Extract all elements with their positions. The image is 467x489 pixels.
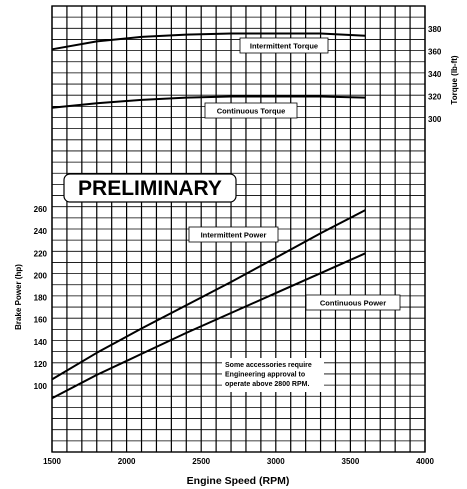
label-intermittent-torque: Intermittent Torque xyxy=(239,37,329,54)
y-left-tick-label: 100 xyxy=(34,382,48,391)
label-intermittent-power: Intermittent Power xyxy=(188,226,279,243)
note-line-1: Some accessories require xyxy=(225,362,312,369)
x-axis-title: Engine Speed (RPM) xyxy=(187,475,290,487)
note-line-2: Engineering approval to xyxy=(225,372,305,379)
x-tick-label: 2000 xyxy=(118,457,136,466)
x-tick-label: 1500 xyxy=(43,457,61,466)
label-continuous-torque: Continuous Torque xyxy=(204,102,298,119)
y-left-axis-title: Brake Power (hp) xyxy=(14,264,23,330)
y-left-tick-label: 220 xyxy=(34,249,48,258)
y-right-tick-label: 300 xyxy=(428,115,442,124)
x-tick-label: 3000 xyxy=(267,457,285,466)
series-lines xyxy=(51,32,366,400)
series-line-continuous-power xyxy=(51,252,366,400)
series-line-continuous-torque xyxy=(51,95,366,109)
y-right-axis-title: Torque (lb-ft) xyxy=(450,55,459,105)
x-tick-label: 2500 xyxy=(192,457,210,466)
y-right-tick-label: 380 xyxy=(428,25,442,34)
series-line-intermittent-torque xyxy=(51,32,366,51)
y-left-tick-label: 140 xyxy=(34,338,48,347)
y-left-tick-label: 260 xyxy=(34,205,48,214)
label-intermittent-power-text: Intermittent Power xyxy=(201,231,267,240)
y-right-tick-label: 360 xyxy=(428,48,442,57)
y-left-tick-label: 200 xyxy=(34,271,48,280)
accessories-note: Some accessories require Engineering app… xyxy=(222,358,324,392)
y-right-tick-label: 320 xyxy=(428,93,442,102)
x-tick-label: 3500 xyxy=(342,457,360,466)
x-tick-label: 4000 xyxy=(416,457,434,466)
series-line-intermittent-power xyxy=(51,209,366,381)
y-left-tick-label: 240 xyxy=(34,227,48,236)
preliminary-text: PRELIMINARY xyxy=(78,177,222,200)
tick-labels: 1500 2000 2500 3000 3500 4000 100 120 140 160 180 2… xyxy=(34,25,442,466)
y-left-tick-label: 160 xyxy=(34,316,48,325)
y-right-tick-label: 340 xyxy=(428,70,442,79)
label-continuous-power: Continuous Power xyxy=(305,294,401,311)
note-line-3: operate above 2800 RPM. xyxy=(225,381,309,388)
plot-frame xyxy=(51,5,426,453)
preliminary-stamp: PRELIMINARY xyxy=(63,173,237,203)
y-left-tick-label: 120 xyxy=(34,360,48,369)
label-continuous-torque-text: Continuous Torque xyxy=(217,107,286,116)
y-left-tick-label: 180 xyxy=(34,294,48,303)
label-continuous-power-text: Continuous Power xyxy=(320,299,386,308)
label-intermittent-torque-text: Intermittent Torque xyxy=(250,42,318,51)
